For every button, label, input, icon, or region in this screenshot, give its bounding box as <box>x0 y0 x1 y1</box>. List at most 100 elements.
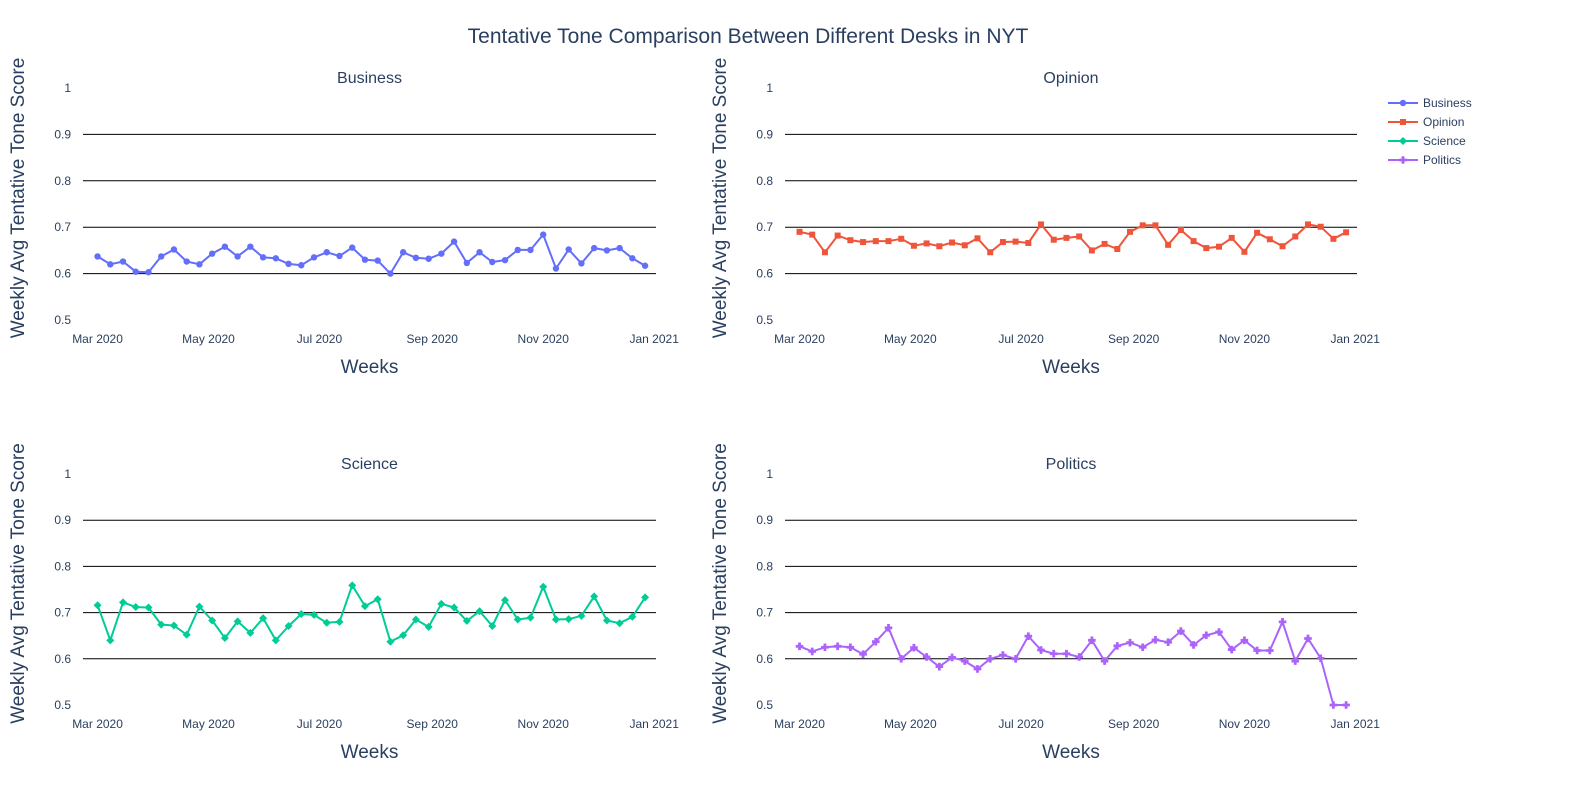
data-point[interactable] <box>1038 221 1045 228</box>
data-point[interactable] <box>323 249 330 256</box>
data-point[interactable] <box>1151 636 1160 644</box>
data-point[interactable] <box>196 261 203 268</box>
data-point[interactable] <box>923 240 930 247</box>
data-point[interactable] <box>322 618 331 627</box>
data-point[interactable] <box>961 242 968 249</box>
data-point[interactable] <box>1203 245 1210 252</box>
legend-item-opinion[interactable]: Opinion <box>1388 115 1464 129</box>
data-point[interactable] <box>847 237 854 244</box>
data-point[interactable] <box>796 228 803 235</box>
data-point[interactable] <box>564 615 573 624</box>
data-point[interactable] <box>106 636 115 645</box>
data-point[interactable] <box>1329 701 1338 709</box>
data-point[interactable] <box>246 628 255 637</box>
data-point[interactable] <box>526 613 535 622</box>
data-point[interactable] <box>1011 655 1020 663</box>
data-point[interactable] <box>234 253 241 260</box>
data-point[interactable] <box>871 637 880 646</box>
data-point[interactable] <box>1126 638 1134 647</box>
data-point[interactable] <box>450 603 459 612</box>
data-point[interactable] <box>169 621 178 630</box>
data-point[interactable] <box>578 260 585 267</box>
data-point[interactable] <box>936 243 943 250</box>
data-point[interactable] <box>131 603 140 612</box>
data-point[interactable] <box>259 254 267 261</box>
data-point[interactable] <box>514 246 521 254</box>
data-point[interactable] <box>1024 632 1033 640</box>
data-point[interactable] <box>590 592 599 601</box>
data-point[interactable] <box>1114 246 1121 253</box>
data-point[interactable] <box>1266 646 1274 655</box>
data-point[interactable] <box>1012 238 1019 245</box>
data-point[interactable] <box>897 655 906 663</box>
data-point[interactable] <box>463 259 471 267</box>
data-point[interactable] <box>221 243 229 250</box>
data-point[interactable] <box>999 651 1007 659</box>
data-point[interactable] <box>615 619 624 628</box>
data-point[interactable] <box>360 602 369 611</box>
data-point[interactable] <box>821 249 828 256</box>
data-point[interactable] <box>310 610 319 619</box>
data-point[interactable] <box>552 265 560 272</box>
data-point[interactable] <box>1049 649 1058 658</box>
data-point[interactable] <box>999 239 1006 246</box>
data-point[interactable] <box>860 239 867 246</box>
data-point[interactable] <box>145 269 152 276</box>
data-point[interactable] <box>94 253 101 260</box>
data-point[interactable] <box>157 620 166 629</box>
data-point[interactable] <box>399 249 407 256</box>
data-point[interactable] <box>551 615 560 624</box>
data-point[interactable] <box>259 614 268 623</box>
data-point[interactable] <box>1227 645 1236 654</box>
data-point[interactable] <box>310 254 318 261</box>
data-point[interactable] <box>577 611 586 620</box>
data-point[interactable] <box>1050 236 1057 243</box>
data-point[interactable] <box>910 643 918 652</box>
data-point[interactable] <box>922 653 931 661</box>
data-point[interactable] <box>412 254 420 262</box>
data-point[interactable] <box>539 582 548 591</box>
data-point[interactable] <box>1177 226 1184 233</box>
legend-item-politics[interactable]: Politics <box>1388 153 1461 167</box>
data-point[interactable] <box>629 255 636 262</box>
data-point[interactable] <box>1253 646 1261 655</box>
data-point[interactable] <box>1063 234 1070 241</box>
data-point[interactable] <box>195 602 204 611</box>
data-point[interactable] <box>1190 238 1197 245</box>
series-line-business[interactable] <box>97 233 646 275</box>
data-point[interactable] <box>808 647 817 656</box>
data-point[interactable] <box>107 261 114 268</box>
data-point[interactable] <box>476 249 483 256</box>
data-point[interactable] <box>809 231 816 238</box>
series-line-science[interactable] <box>96 584 646 643</box>
data-point[interactable] <box>513 615 522 624</box>
data-point[interactable] <box>846 643 855 652</box>
data-point[interactable] <box>271 636 280 645</box>
data-point[interactable] <box>208 250 216 257</box>
data-point[interactable] <box>795 642 804 651</box>
data-point[interactable] <box>399 631 408 640</box>
data-point[interactable] <box>821 643 829 652</box>
legend[interactable]: Business Opinion Science Politics <box>1388 96 1472 167</box>
data-point[interactable] <box>336 252 343 260</box>
data-point[interactable] <box>1127 228 1134 235</box>
data-point[interactable] <box>1113 642 1122 650</box>
data-point[interactable] <box>501 256 509 264</box>
data-point[interactable] <box>462 616 471 625</box>
data-point[interactable] <box>590 244 598 252</box>
data-point[interactable] <box>910 242 917 249</box>
data-point[interactable] <box>425 255 432 262</box>
data-point[interactable] <box>247 243 254 250</box>
data-point[interactable] <box>602 616 611 625</box>
data-point[interactable] <box>132 268 139 275</box>
data-point[interactable] <box>1037 646 1045 654</box>
data-point[interactable] <box>1343 229 1350 236</box>
data-point[interactable] <box>233 617 242 626</box>
legend-item-business[interactable]: Business <box>1388 96 1472 110</box>
data-point[interactable] <box>974 235 981 242</box>
data-point[interactable] <box>424 622 433 631</box>
data-point[interactable] <box>1215 628 1223 636</box>
data-point[interactable] <box>949 239 956 246</box>
data-point[interactable] <box>119 258 127 265</box>
data-point[interactable] <box>1279 243 1286 250</box>
